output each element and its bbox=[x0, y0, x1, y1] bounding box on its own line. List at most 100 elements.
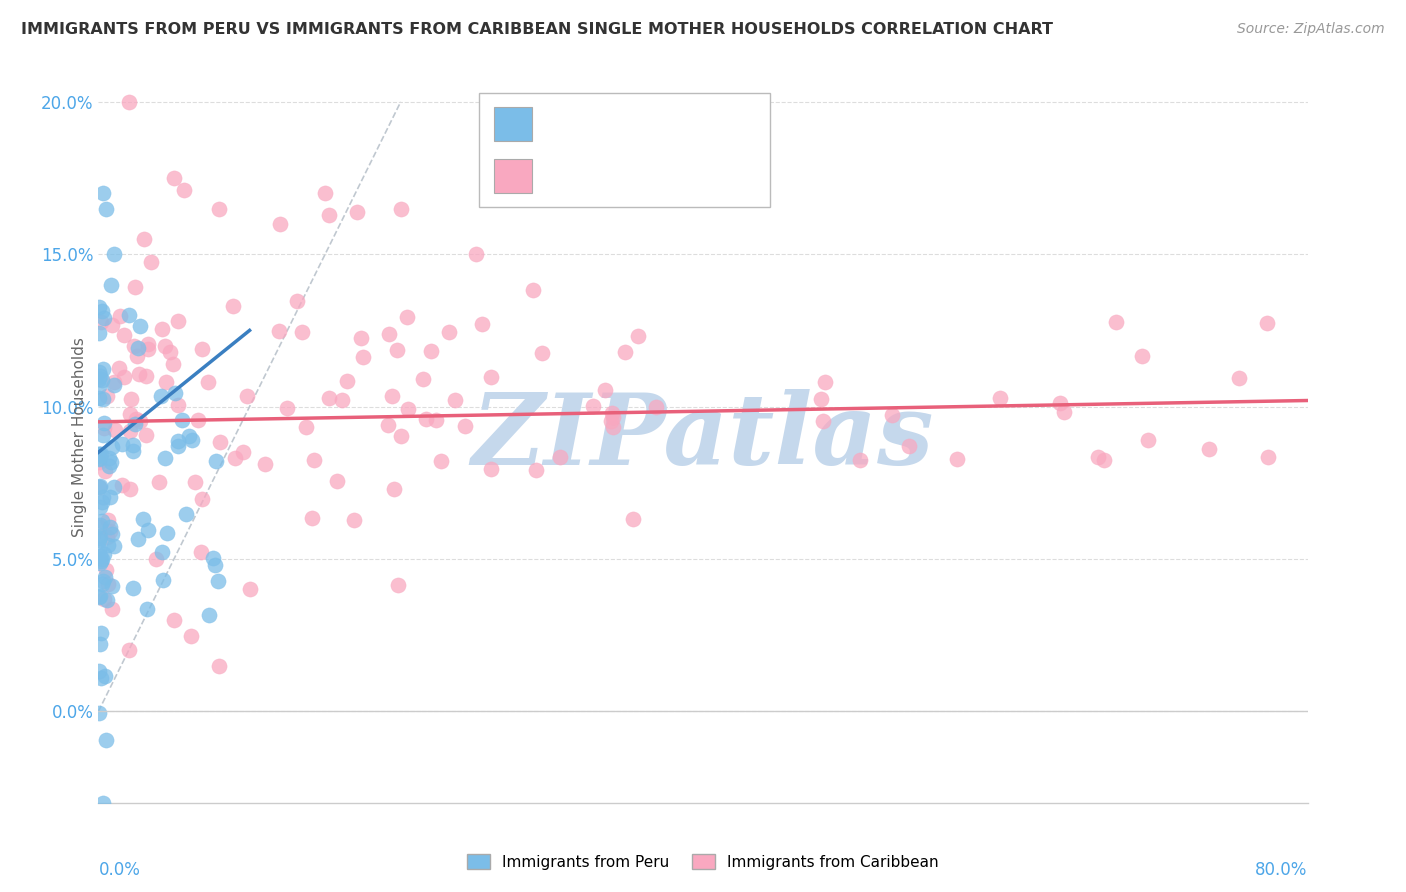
Point bbox=[201, 551, 224, 566]
Point bbox=[98, 519, 121, 533]
Point bbox=[318, 391, 340, 405]
Point bbox=[627, 329, 650, 343]
Point bbox=[479, 461, 502, 475]
Point bbox=[198, 607, 221, 622]
Point bbox=[1105, 315, 1128, 329]
Point bbox=[197, 375, 219, 389]
Point bbox=[90, 626, 112, 640]
Point bbox=[330, 392, 353, 407]
Point bbox=[89, 706, 111, 720]
Point bbox=[89, 450, 111, 465]
Point bbox=[181, 434, 204, 448]
Point bbox=[129, 414, 152, 428]
Point bbox=[101, 318, 124, 332]
Point bbox=[100, 277, 122, 292]
Point bbox=[94, 733, 117, 747]
Point bbox=[582, 399, 605, 413]
Point bbox=[152, 573, 174, 587]
Point bbox=[89, 549, 111, 564]
Point bbox=[89, 449, 111, 463]
Point bbox=[87, 448, 110, 462]
Point bbox=[387, 578, 409, 592]
Point bbox=[602, 410, 624, 425]
Point bbox=[87, 379, 110, 393]
Point bbox=[135, 428, 157, 442]
Point bbox=[93, 421, 115, 435]
Point bbox=[381, 389, 404, 403]
Point bbox=[104, 423, 127, 437]
Point bbox=[443, 393, 465, 408]
Point bbox=[91, 495, 114, 509]
Point bbox=[118, 643, 141, 657]
Point bbox=[156, 525, 179, 540]
Point bbox=[136, 523, 159, 537]
Point bbox=[108, 309, 131, 323]
Point bbox=[90, 671, 112, 685]
Point bbox=[163, 171, 186, 186]
Point bbox=[93, 591, 115, 606]
Point bbox=[236, 389, 259, 403]
Point bbox=[471, 318, 494, 332]
Point bbox=[173, 183, 195, 197]
Point bbox=[103, 247, 125, 261]
Point bbox=[269, 324, 291, 338]
Point bbox=[98, 524, 121, 539]
Point bbox=[87, 451, 110, 466]
Point bbox=[291, 326, 314, 340]
Point bbox=[159, 345, 181, 359]
Point bbox=[124, 417, 146, 432]
Point bbox=[97, 512, 120, 526]
Point bbox=[163, 613, 186, 627]
Point bbox=[87, 300, 110, 314]
Point bbox=[98, 490, 121, 504]
Point bbox=[813, 414, 835, 428]
Point bbox=[644, 400, 666, 414]
Point bbox=[103, 539, 125, 553]
Point bbox=[352, 350, 374, 364]
Point bbox=[96, 593, 118, 607]
Point bbox=[122, 339, 145, 353]
Point bbox=[184, 475, 207, 490]
Point bbox=[420, 343, 443, 358]
Point bbox=[93, 547, 115, 561]
Point bbox=[396, 310, 419, 325]
Point bbox=[136, 337, 159, 351]
Point bbox=[120, 392, 142, 406]
Point bbox=[548, 450, 571, 464]
Point bbox=[90, 314, 112, 328]
Text: IMMIGRANTS FROM PERU VS IMMIGRANTS FROM CARIBBEAN SINGLE MOTHER HOUSEHOLDS CORRE: IMMIGRANTS FROM PERU VS IMMIGRANTS FROM … bbox=[21, 22, 1053, 37]
Point bbox=[91, 574, 114, 588]
Point bbox=[118, 308, 141, 322]
Point bbox=[101, 579, 124, 593]
Point bbox=[208, 434, 231, 449]
Point bbox=[1257, 450, 1279, 465]
Point bbox=[382, 482, 405, 496]
Point bbox=[91, 392, 114, 406]
Point bbox=[304, 453, 326, 467]
Point bbox=[91, 186, 114, 201]
Point bbox=[136, 602, 159, 616]
Point bbox=[93, 428, 115, 442]
Point bbox=[1087, 450, 1109, 464]
Point bbox=[87, 480, 110, 494]
Point bbox=[89, 531, 111, 545]
Point bbox=[880, 408, 903, 422]
Point bbox=[127, 341, 149, 355]
Point bbox=[93, 417, 115, 431]
Point bbox=[90, 514, 112, 528]
Point bbox=[174, 507, 197, 521]
Point bbox=[162, 357, 184, 371]
Point bbox=[125, 411, 148, 425]
Point bbox=[439, 325, 461, 339]
Point bbox=[90, 303, 112, 318]
Point bbox=[177, 429, 200, 443]
Point bbox=[89, 447, 111, 461]
Point bbox=[621, 512, 644, 526]
Point bbox=[166, 398, 188, 412]
Point bbox=[602, 419, 624, 434]
Point bbox=[122, 443, 145, 458]
Point bbox=[93, 310, 115, 325]
Point bbox=[342, 513, 364, 527]
Point bbox=[98, 450, 121, 465]
Point bbox=[166, 434, 188, 448]
